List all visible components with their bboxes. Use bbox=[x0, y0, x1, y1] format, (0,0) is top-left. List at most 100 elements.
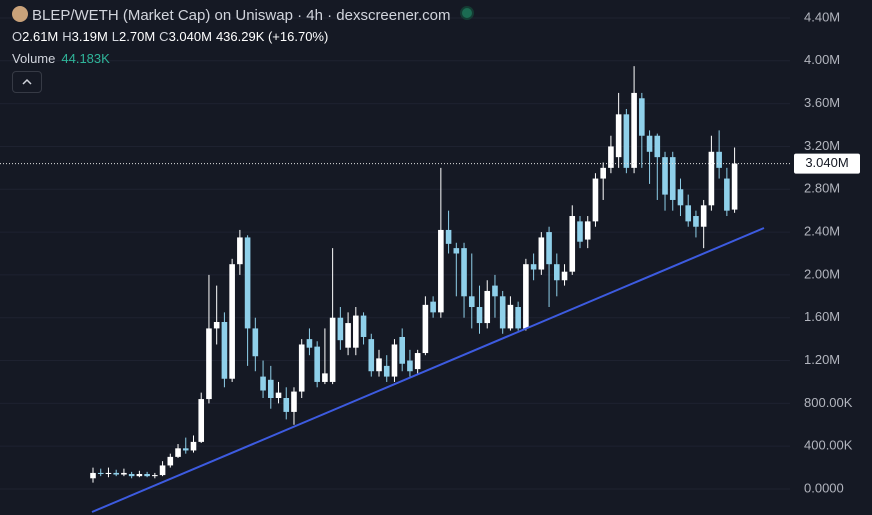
candle-body bbox=[90, 472, 96, 479]
candle-body bbox=[639, 98, 645, 136]
candle-body bbox=[615, 114, 622, 158]
candle-body bbox=[499, 296, 506, 329]
candle-body bbox=[391, 344, 398, 377]
candle-body bbox=[461, 248, 467, 297]
candle-body bbox=[654, 135, 661, 158]
ohlc-value: 2.70M bbox=[119, 29, 156, 44]
last-price-box bbox=[794, 153, 860, 174]
candle-body bbox=[244, 237, 251, 329]
candle-body bbox=[438, 229, 444, 313]
chevron bbox=[22, 78, 32, 85]
candle-body bbox=[237, 237, 243, 265]
candle-body bbox=[577, 221, 583, 242]
candle-body bbox=[631, 92, 637, 168]
ohlc-value: 2.61M bbox=[22, 29, 59, 44]
candle-body bbox=[546, 232, 552, 265]
candle-body bbox=[693, 216, 699, 227]
candle-body bbox=[484, 290, 491, 324]
candle-body bbox=[97, 472, 104, 475]
candle-body bbox=[167, 456, 174, 466]
candle-body bbox=[322, 373, 328, 382]
ohlc-legend: O2.61M H3.19M L2.70M C3.040M 436.29K (+16.70… bbox=[12, 29, 332, 44]
y-tick-label: 400.00K bbox=[804, 438, 853, 453]
candle-body bbox=[445, 229, 452, 244]
candle-body bbox=[476, 307, 483, 324]
y-tick-label: 3.20M bbox=[804, 138, 840, 153]
candle-body bbox=[731, 163, 738, 210]
status-dot bbox=[460, 6, 475, 20]
candle-body bbox=[329, 317, 336, 382]
candle-body bbox=[128, 474, 135, 477]
candle-body bbox=[561, 271, 568, 281]
collapse-button[interactable] bbox=[12, 71, 42, 93]
candle-body bbox=[190, 441, 197, 451]
change: 436.29K (+16.70%) bbox=[215, 29, 329, 44]
candle-body bbox=[306, 339, 313, 348]
candle-body bbox=[376, 358, 382, 372]
candle-body bbox=[213, 321, 220, 329]
candle-body bbox=[198, 399, 205, 442]
candle-body bbox=[623, 114, 630, 168]
candle-body bbox=[592, 178, 599, 222]
candle-body bbox=[724, 178, 730, 211]
ohlc-key: C bbox=[159, 29, 169, 44]
candle-body bbox=[584, 221, 591, 240]
y-tick-label: 3.60M bbox=[804, 95, 840, 110]
candle-body bbox=[669, 157, 676, 200]
candle-body bbox=[700, 205, 707, 227]
candle-body bbox=[422, 304, 429, 354]
candle-body bbox=[136, 474, 143, 477]
y-tick-label: 4.00M bbox=[804, 52, 840, 67]
candle-body bbox=[275, 392, 282, 398]
candle-body bbox=[662, 157, 668, 195]
candle-body bbox=[383, 365, 390, 377]
candle-body bbox=[314, 346, 320, 382]
candle-body bbox=[283, 397, 290, 412]
last-price-label: 3.040M bbox=[805, 155, 848, 170]
y-tick-label: 2.00M bbox=[804, 266, 840, 281]
candle-body bbox=[414, 353, 421, 370]
candle-body bbox=[523, 264, 529, 329]
candle-body bbox=[515, 307, 521, 329]
y-tick-label: 2.80M bbox=[804, 181, 840, 196]
volume-label: Volume bbox=[12, 51, 56, 66]
candle-body bbox=[407, 360, 413, 372]
candle-body bbox=[298, 344, 305, 392]
candle-body bbox=[353, 315, 359, 348]
header: BLEP/WETH (Market Cap) on Uniswap · 4h ·… bbox=[12, 6, 475, 24]
y-tick-label: 2.40M bbox=[804, 224, 840, 239]
candle-body bbox=[337, 317, 344, 341]
ohlc-value: 3.040M bbox=[168, 29, 212, 44]
candle-body bbox=[538, 237, 545, 270]
y-tick-label: 1.20M bbox=[804, 352, 840, 367]
candle-body bbox=[152, 475, 158, 477]
y-tick-label: 0.0000 bbox=[804, 480, 844, 495]
candle-body bbox=[399, 336, 405, 364]
candle-body bbox=[159, 465, 166, 476]
candle-body bbox=[507, 304, 514, 329]
candle-body bbox=[646, 135, 653, 152]
ohlc-key: L bbox=[111, 29, 120, 44]
candle-body bbox=[175, 448, 181, 457]
candle-body bbox=[530, 264, 537, 270]
candle-body bbox=[608, 146, 614, 168]
candle-body bbox=[267, 379, 274, 398]
candle-body bbox=[677, 189, 684, 206]
candle-body bbox=[291, 391, 297, 412]
chart-title: BLEP/WETH (Market Cap) on Uniswap · 4h ·… bbox=[32, 7, 451, 24]
candle-body bbox=[260, 376, 266, 391]
candle-body bbox=[113, 472, 119, 475]
candle-body bbox=[569, 216, 576, 272]
candle-body bbox=[105, 472, 112, 475]
candle-body bbox=[554, 264, 560, 281]
candle-body bbox=[600, 167, 606, 179]
candle-body bbox=[144, 474, 150, 477]
candle-body bbox=[360, 315, 367, 337]
candle-body bbox=[685, 205, 692, 222]
candle-body bbox=[252, 328, 259, 357]
volume-value: 44.183K bbox=[61, 51, 110, 66]
token-icon bbox=[12, 6, 28, 22]
candle-body bbox=[182, 448, 189, 451]
candle-body bbox=[368, 339, 375, 372]
